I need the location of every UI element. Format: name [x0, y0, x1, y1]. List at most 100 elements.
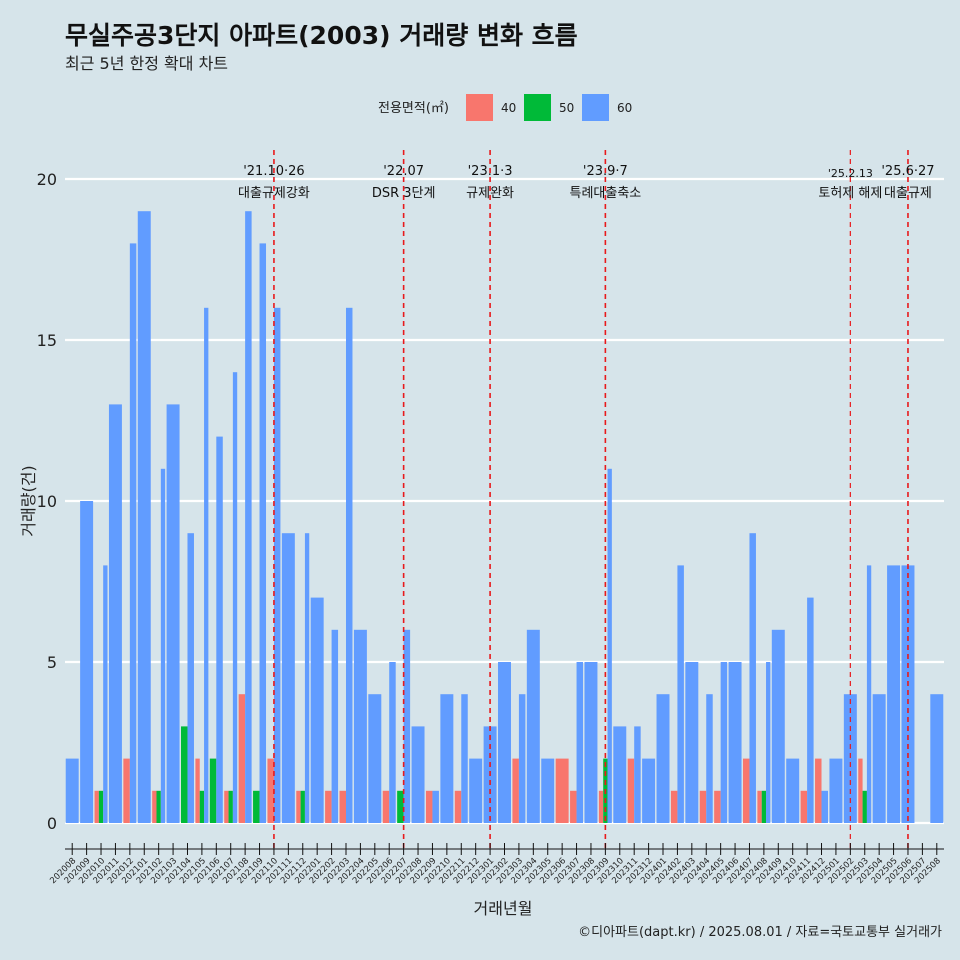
event-date: '25.6·27: [881, 164, 934, 179]
y-tick-label: 15: [37, 331, 57, 350]
event-label: 대출규제강화: [238, 186, 310, 201]
bar-202108-40: [238, 694, 246, 823]
bar-202011-60: [108, 404, 122, 823]
bar-202405-60: [720, 662, 728, 823]
bar-202408-40: [757, 790, 762, 823]
bar-202303-60: [518, 694, 526, 823]
bar-202306-40: [555, 758, 569, 823]
bar-202503-60: [866, 565, 872, 823]
bar-202503-40: [858, 758, 863, 823]
legend-label-50: 50: [559, 101, 574, 115]
bar-202412-40: [815, 758, 822, 823]
y-tick-label: 0: [47, 814, 57, 833]
bar-202101-60: [137, 211, 151, 823]
bar-202504-60: [872, 694, 886, 823]
bar-202406-60: [728, 662, 742, 823]
bar-202009-60: [80, 501, 94, 823]
bar-202008-60: [65, 758, 79, 823]
bar-202110-40: [267, 758, 274, 823]
bar-202403-60: [685, 662, 699, 823]
bar-202412-60: [821, 790, 829, 823]
chart-title: 무실주공3단지 아파트(2003) 거래량 변화 흐름: [65, 21, 578, 50]
bar-202309-60: [607, 468, 612, 823]
chart-subtitle: 최근 5년 한정 확대 차트: [65, 54, 228, 73]
bar-202407-60: [749, 533, 756, 823]
bar-202411-60: [807, 597, 814, 823]
bars: [65, 211, 944, 823]
bar-202311-60: [634, 726, 641, 823]
bar-202402-40: [670, 790, 678, 823]
legend-label-60: 60: [617, 101, 632, 115]
bar-202307-60: [576, 662, 584, 823]
bar-202203-60: [345, 307, 353, 823]
y-tick-label: 20: [37, 170, 57, 189]
bar-202012-40: [123, 758, 130, 823]
bar-202010-50: [98, 790, 104, 823]
legend-swatch-50: [524, 94, 551, 121]
bar-202106-50: [209, 758, 217, 823]
event-label: DSR 3단계: [372, 186, 436, 201]
y-tick-label: 5: [47, 653, 57, 672]
bar-202302-60: [498, 662, 511, 823]
event-date: '23.1·3: [468, 164, 513, 179]
bar-202408-60: [766, 662, 771, 823]
bar-202502-60: [843, 694, 857, 823]
bar-202211-40: [454, 790, 462, 823]
bar-202505-60: [887, 565, 901, 823]
bar-202208-60: [411, 726, 425, 823]
event-label: 특례대출축소: [569, 186, 641, 201]
y-axis-label: 거래량(건): [19, 465, 38, 536]
event-date: '23.9·7: [583, 164, 628, 179]
bar-202206-60: [389, 662, 396, 823]
bar-202207-50: [397, 790, 404, 823]
bar-202209-40: [425, 790, 433, 823]
event-label: 토허제 해제: [818, 186, 882, 201]
bar-202109-60: [259, 243, 267, 823]
bar-202104-50: [180, 726, 188, 823]
event-date: '22.07: [383, 164, 424, 179]
bar-202210-60: [440, 694, 454, 823]
bar-202102-40: [152, 790, 157, 823]
bar-202411-40: [800, 790, 808, 823]
bar-202308-60: [584, 662, 598, 823]
event-label: 규제완화: [466, 186, 514, 201]
x-axis-label: 거래년월: [474, 899, 533, 918]
bar-202204-60: [353, 629, 367, 823]
bar-202110-60: [273, 307, 281, 823]
bar-202209-60: [432, 790, 439, 823]
bar-202312-60: [642, 758, 656, 823]
event-date: '25.2.13: [828, 167, 873, 180]
bar-202010-40: [94, 790, 99, 823]
bar-202405-40: [714, 790, 721, 823]
bar-202107-50: [228, 790, 233, 823]
bar-202105-50: [199, 790, 205, 823]
bar-202202-40: [325, 790, 332, 823]
bar-202311-40: [627, 758, 635, 823]
bar-202508-60: [930, 694, 944, 823]
bar-202410-60: [786, 758, 800, 823]
bar-202207-60: [403, 629, 411, 823]
bar-202305-60: [541, 758, 555, 823]
bar-202104-60: [187, 533, 194, 823]
bar-202303-40: [512, 758, 519, 823]
bar-202309-40: [598, 790, 604, 823]
y-tick-label: 10: [37, 492, 57, 511]
bar-202206-40: [382, 790, 390, 823]
bar-202112-50: [300, 790, 305, 823]
bar-202103-60: [166, 404, 180, 823]
bar-202304-60: [526, 629, 540, 823]
bar-202010-60: [103, 565, 108, 823]
bar-202112-60: [304, 533, 310, 823]
bar-202401-60: [656, 694, 670, 823]
bar-202404-40: [699, 790, 707, 823]
bar-202501-60: [829, 758, 843, 823]
x-axis: 2020082020092020102020112020122021012021…: [48, 843, 944, 886]
bar-202112-40: [296, 790, 301, 823]
event-date: '21.10·26: [243, 164, 304, 179]
event-label: 대출규제: [884, 186, 932, 201]
bar-202107-60: [232, 372, 238, 823]
y-axis: 0 5 10 15 20: [37, 170, 57, 833]
bar-202211-60: [461, 694, 468, 823]
bar-202203-40: [339, 790, 346, 823]
